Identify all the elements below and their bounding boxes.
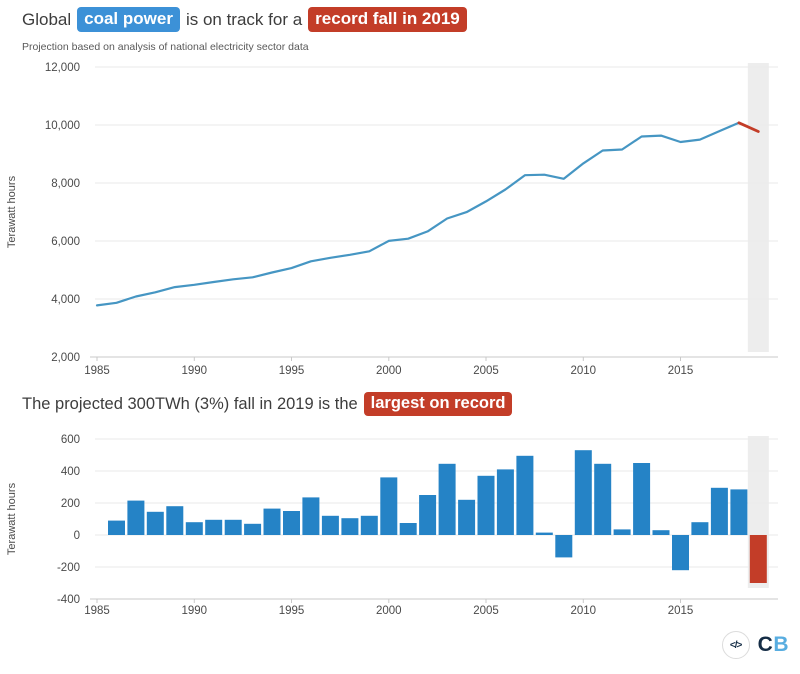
bar-1995 [283, 511, 300, 535]
x-tick-label: 2015 [668, 365, 694, 377]
y-tick-label: 600 [61, 434, 80, 446]
y-axis-title: Terawatt hours [6, 482, 18, 555]
y-tick-label: 400 [61, 466, 80, 478]
bar-2010 [574, 450, 592, 535]
x-tick-label: 2005 [473, 365, 499, 377]
y-tick-label: -200 [57, 562, 80, 574]
bar-1992 [224, 519, 242, 535]
x-tick-label: 2010 [571, 365, 597, 377]
bar-1993 [244, 523, 262, 535]
coal-generation-line-chart: 12,000 10,000 8,000 6,000 4,000 2,000 1985 1990… [6, 62, 778, 377]
bar-1986 [108, 520, 125, 535]
bar-2007 [516, 455, 534, 535]
bar-2012 [613, 529, 631, 535]
bar-1999 [360, 515, 378, 535]
y-tick-label: 8,000 [51, 178, 80, 190]
bar-2013 [633, 463, 651, 535]
bar-1989 [166, 506, 184, 535]
bar-2001 [399, 523, 417, 535]
y-tick-label: 2,000 [51, 352, 80, 364]
bar-2005 [477, 475, 495, 535]
bar-1996 [302, 497, 320, 535]
coal-generation-line [95, 121, 741, 307]
title1-highlight-record-fall: record fall in 2019 [308, 7, 467, 32]
bar-2018 [730, 489, 748, 535]
y-tick-label: 0 [74, 530, 80, 542]
projection-line-2019 [737, 121, 760, 133]
y-tick-label: 200 [61, 498, 80, 510]
x-tick-label: 2010 [571, 605, 597, 617]
bar-2008 [535, 532, 553, 535]
bar-2014 [652, 530, 670, 535]
bar-1987 [127, 500, 145, 535]
x-tick-label: 1985 [84, 605, 110, 617]
bar-2003 [438, 463, 456, 535]
projection-highlight-band [747, 63, 769, 352]
bar-2017 [710, 487, 728, 535]
bar-2002 [419, 495, 437, 535]
bar-2015 [672, 535, 689, 571]
x-tick-label: 1990 [182, 605, 208, 617]
y-tick-label: 6,000 [51, 236, 80, 248]
bar-1994 [263, 508, 281, 535]
title2-highlight-largest-on-record: largest on record [363, 392, 513, 416]
carbon-brief-logo: CB [758, 633, 789, 657]
x-tick-label: 2005 [473, 605, 499, 617]
bar-1988 [146, 511, 164, 535]
x-tick-label: 1995 [279, 605, 305, 617]
y-tick-label: 10,000 [45, 120, 80, 132]
x-tick-label: 2000 [376, 365, 402, 377]
bar-2009 [555, 535, 573, 558]
chart1-title: Global coal power is on track for a reco… [22, 7, 467, 32]
logo-letter-c: C [757, 633, 774, 656]
title1-highlight-coal-power: coal power [77, 7, 180, 32]
code-icon-glyph: </> [729, 639, 743, 651]
title2-text-1: The projected 300TWh (3%) fall in 2019 i… [22, 394, 358, 413]
x-tick-label: 1985 [84, 365, 110, 377]
footer-logo: </> CB [721, 631, 789, 659]
bar-2016 [691, 522, 709, 535]
bar-1998 [341, 518, 359, 535]
x-tick-label: 1990 [182, 365, 208, 377]
x-tick-label: 2000 [376, 605, 402, 617]
chart1-subtitle: Projection based on analysis of national… [22, 41, 309, 53]
code-icon: </> [721, 631, 750, 659]
y-axis-title: Terawatt hours [6, 175, 18, 248]
bar-1991 [205, 519, 223, 535]
y-tick-label: -400 [57, 594, 80, 606]
bar-1990 [185, 522, 203, 535]
title1-text-1: Global [22, 9, 72, 29]
chart2-title: The projected 300TWh (3%) fall in 2019 i… [22, 392, 513, 416]
bar-2000 [380, 477, 398, 535]
x-tick-label: 1995 [279, 365, 305, 377]
y-tick-label: 12,000 [45, 62, 80, 74]
title1-text-2: is on track for a [185, 9, 303, 29]
bar-2004 [458, 499, 476, 535]
bar-2019 [749, 535, 767, 583]
bar-2011 [594, 463, 612, 535]
bar-2006 [496, 469, 514, 535]
logo-letter-b: B [773, 633, 789, 656]
bar-1997 [321, 515, 339, 535]
x-tick-label: 2015 [668, 605, 694, 617]
y-tick-label: 4,000 [51, 294, 80, 306]
